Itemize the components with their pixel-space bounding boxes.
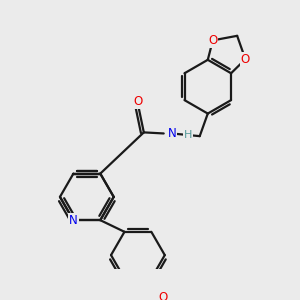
Text: O: O	[208, 34, 218, 47]
Text: O: O	[158, 291, 168, 300]
Text: H: H	[184, 130, 192, 140]
Text: N: N	[167, 127, 176, 140]
Text: N: N	[69, 214, 78, 227]
Text: O: O	[134, 95, 143, 108]
Text: O: O	[241, 53, 250, 66]
